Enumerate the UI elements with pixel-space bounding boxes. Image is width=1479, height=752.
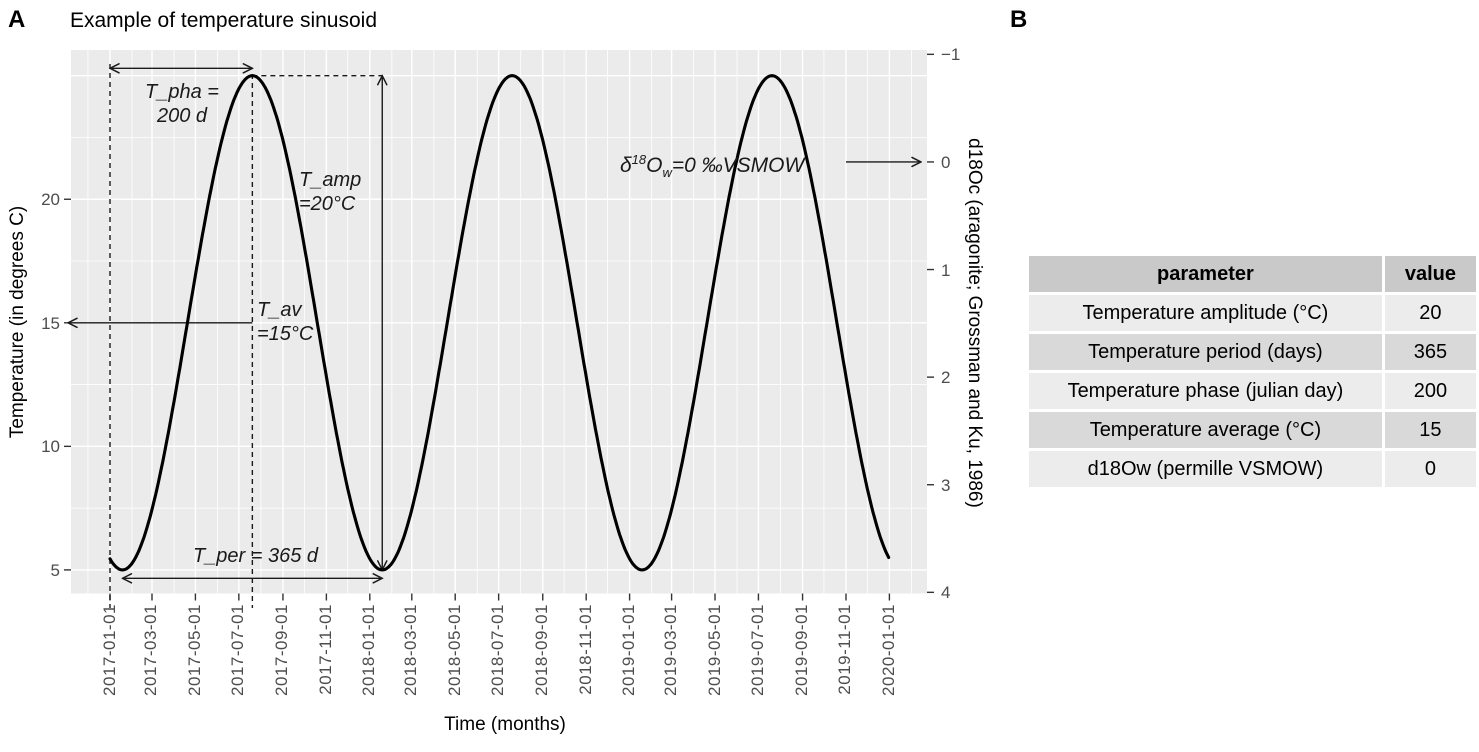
chart-title: Example of temperature sinusoid [70, 9, 377, 32]
x-tick-label: 2017-11-01 [315, 604, 335, 695]
y-right-tick-label: −1 [941, 45, 961, 65]
y-left-tick-label: 5 [50, 560, 60, 580]
annotation-t-pha: T_pha = 200 d [112, 80, 252, 128]
annotation-t-av-line2: =15°C [257, 323, 314, 345]
parameter-cell: Temperature average (°C) [1089, 418, 1322, 441]
x-tick-label: 2019-01-01 [619, 604, 639, 696]
x-tick-label: 2020-01-01 [878, 604, 898, 696]
x-tick-label: 2017-01-01 [99, 604, 119, 696]
annotation-d18ow-rest: =0 ‰VSMOW [671, 154, 805, 177]
y-right-tick-label: 4 [941, 583, 951, 603]
annotation-d18ow-base: O [646, 154, 663, 177]
y-left-tick-label: 10 [41, 437, 60, 457]
y-left-tick-label: 15 [41, 313, 60, 333]
annotation-t-amp-line2: =20°C [299, 193, 356, 215]
parameter-cell: Temperature phase (julian day) [1067, 379, 1344, 402]
x-tick-label: 2017-09-01 [272, 604, 292, 696]
annotation-t-av-line1: T_av [257, 299, 302, 321]
table-row: Temperature amplitude (°C) 20 [1029, 295, 1476, 331]
table-row: Temperature period (days) 365 [1029, 334, 1476, 370]
annotation-d18ow-delta: δ [620, 154, 632, 177]
annotation-lines [68, 64, 921, 608]
x-tick-label: 2018-01-01 [359, 604, 379, 696]
y-axis-right-title: d18Oc (aragonite; Grossman and Ku, 1986) [964, 138, 985, 508]
panel-b-label: B [1010, 6, 1028, 33]
major-gridlines [71, 50, 927, 594]
parameter-table: parameter value Temperature amplitude (°… [1026, 253, 1479, 490]
x-tick-label: 2019-09-01 [792, 604, 812, 696]
panel-a-label: A [8, 6, 26, 33]
x-axis-title: Time (months) [444, 714, 566, 735]
annotation-t-amp: T_amp =20°C [299, 168, 361, 216]
annotation-t-pha-line2: 200 d [156, 105, 208, 127]
x-tick-label: 2019-11-01 [835, 604, 855, 695]
y-right-tick-label: 3 [941, 475, 951, 495]
temperature-curve [108, 74, 891, 572]
annotation-t-av: T_av =15°C [257, 298, 313, 346]
x-tick-label: 2019-07-01 [747, 604, 767, 696]
x-tick-label: 2019-05-01 [704, 604, 724, 696]
table-header-row: parameter value [1029, 256, 1476, 292]
annotation-d18ow: δ18Ow=0 ‰VSMOW [620, 148, 804, 185]
x-tick-label: 2018-09-01 [532, 604, 552, 696]
annotation-t-amp-line1: T_amp [299, 169, 362, 191]
value-cell: 200 [1413, 379, 1448, 402]
y-left-tick-label: 20 [41, 190, 60, 210]
x-tick-label: 2018-11-01 [575, 604, 595, 695]
x-tick-label: 2018-03-01 [401, 604, 421, 696]
x-tick-label: 2018-05-01 [444, 604, 464, 696]
table-header-parameter: parameter [1029, 256, 1382, 292]
x-tick-label: 2018-07-01 [488, 604, 508, 696]
table-header-value: value [1384, 256, 1476, 292]
value-cell: 20 [1419, 301, 1442, 324]
parameter-cell: Temperature period (days) [1088, 340, 1323, 363]
parameter-cell: d18Ow (permille VSMOW) [1087, 457, 1324, 480]
x-tick-label: 2019-03-01 [661, 604, 681, 696]
value-cell: 0 [1424, 457, 1436, 480]
x-tick-label: 2017-05-01 [184, 604, 204, 696]
annotation-t-pha-line1: T_pha = [145, 81, 219, 103]
y-right-tick-label: 0 [941, 152, 951, 172]
annotation-t-per: T_per = 365 d [192, 545, 319, 567]
table-row: Temperature average (°C) 15 [1029, 412, 1476, 448]
x-tick-label: 2017-03-01 [141, 604, 161, 696]
x-tick-label: 2017-07-01 [228, 604, 248, 696]
value-cell: 15 [1419, 418, 1442, 441]
value-cell: 365 [1413, 340, 1448, 363]
parameter-cell: Temperature amplitude (°C) [1082, 301, 1329, 324]
annotation-d18ow-sup: 18 [631, 152, 647, 167]
y-right-tick-label: 1 [941, 260, 951, 280]
y-right-tick-label: 2 [941, 368, 951, 388]
table-row: Temperature phase (julian day) 200 [1029, 373, 1476, 409]
table-row: d18Ow (permille VSMOW) 0 [1029, 451, 1476, 487]
annotation-d18ow-sub: w [662, 165, 672, 181]
